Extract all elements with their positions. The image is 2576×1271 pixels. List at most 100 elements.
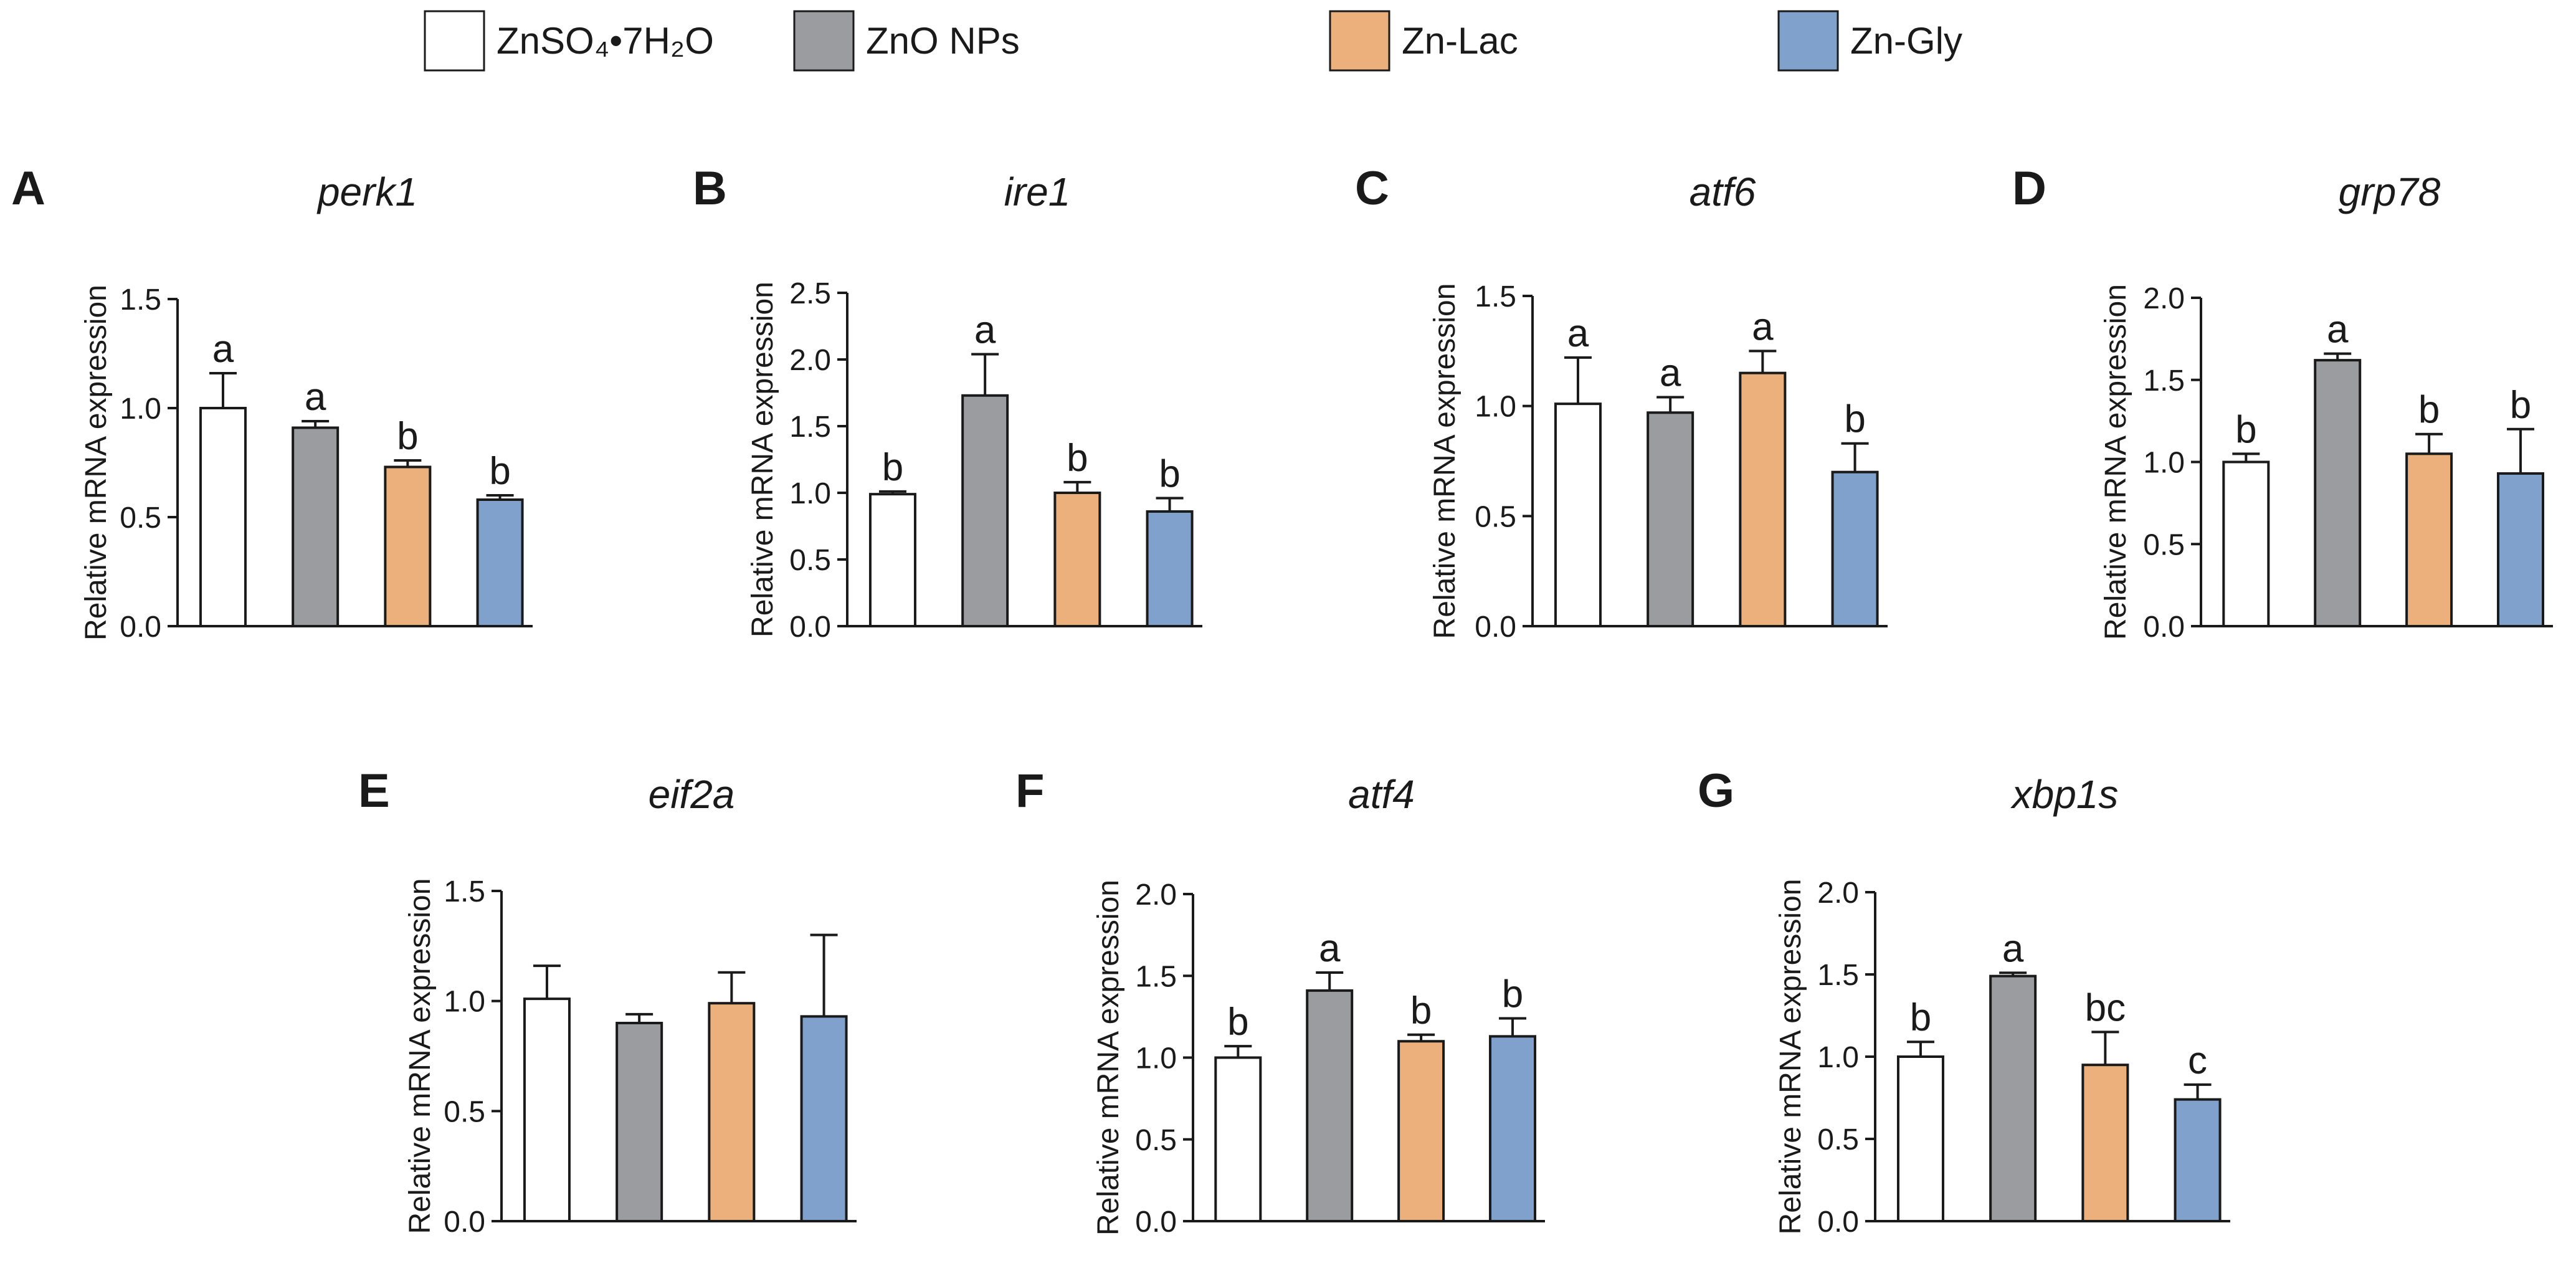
y-tick-label: 1.5	[444, 875, 485, 908]
significance-label: a	[305, 376, 326, 419]
chart-title: atf6	[1690, 169, 1756, 214]
y-axis-label: Relative mRNA expression	[1092, 880, 1125, 1235]
significance-label: b	[397, 415, 418, 458]
legend-swatch-1	[425, 11, 484, 70]
bar-3	[709, 1003, 754, 1221]
significance-label: b	[1227, 1001, 1248, 1044]
bar-4	[2498, 474, 2543, 626]
y-tick-label: 2.5	[789, 277, 831, 310]
significance-label: b	[1410, 989, 1432, 1032]
chart-title: xbp1s	[2010, 772, 2119, 817]
significance-label: c	[2188, 1039, 2207, 1082]
y-tick-label: 1.5	[1475, 280, 1516, 313]
y-tick-label: 0.0	[444, 1206, 485, 1239]
y-tick-label: 1.0	[444, 986, 485, 1019]
bar-4	[1833, 472, 1878, 626]
y-tick-label: 0.0	[2143, 611, 2185, 644]
bar-2	[1648, 412, 1693, 626]
legend-swatch-3	[1330, 11, 1389, 70]
significance-label: b	[1910, 996, 1931, 1039]
significance-label: b	[1502, 973, 1523, 1016]
legend-label-2: ZnO NPs	[866, 20, 1020, 62]
chart-title: grp78	[2339, 169, 2441, 214]
y-axis-label: Relative mRNA expression	[2099, 284, 2132, 640]
bar-3	[1740, 373, 1785, 626]
panel-letter-c: C	[1355, 162, 1389, 215]
bar-2	[617, 1023, 662, 1221]
legend-label-3: Zn-Lac	[1402, 20, 1518, 62]
bar-3	[2083, 1065, 2127, 1221]
bar-3	[385, 467, 430, 627]
y-tick-label: 0.0	[1817, 1206, 1859, 1239]
y-tick-label: 0.5	[789, 544, 831, 577]
bar-3	[1399, 1041, 1443, 1221]
bar-4	[1148, 512, 1192, 626]
significance-label: a	[1319, 927, 1341, 970]
bar-4	[1490, 1036, 1535, 1221]
bar-4	[478, 500, 523, 626]
y-tick-label: 0.0	[1475, 611, 1516, 644]
significance-label: b	[882, 446, 903, 489]
figure-canvas: ZnSO₄•7H₂O ZnO NPs Zn-Lac Zn-Gly Aperk1Rela…	[0, 0, 2576, 1271]
y-tick-label: 0.0	[120, 611, 161, 644]
legend-label-1: ZnSO₄•7H₂O	[497, 20, 714, 62]
y-tick-label: 0.5	[1475, 500, 1516, 533]
significance-label: b	[2418, 389, 2440, 432]
legend-swatch-2	[794, 11, 853, 70]
legend: ZnSO₄•7H₂O ZnO NPs Zn-Lac Zn-Gly	[425, 11, 1962, 70]
bar-1	[1215, 1058, 1260, 1222]
bar-1	[2223, 462, 2268, 627]
bar-2	[293, 428, 338, 627]
panel-letter-d: D	[2012, 162, 2046, 215]
y-tick-label: 1.5	[120, 283, 161, 317]
panel-letter-f: F	[1015, 764, 1044, 817]
y-axis-label: Relative mRNA expression	[1774, 879, 1807, 1235]
chart-title: perk1	[316, 169, 417, 214]
y-tick-label: 0.0	[1135, 1206, 1177, 1239]
y-axis-label: Relative mRNA expression	[404, 878, 437, 1234]
panel-letter-g: G	[1698, 764, 1734, 817]
panel-letter-b: B	[693, 162, 727, 215]
significance-label: bc	[2085, 986, 2126, 1029]
y-tick-label: 1.5	[2143, 364, 2185, 397]
significance-label: b	[2235, 408, 2256, 451]
y-tick-label: 1.0	[1135, 1042, 1177, 1075]
bar-1	[1556, 404, 1600, 626]
significance-label: b	[1159, 453, 1180, 496]
bar-1	[870, 494, 915, 626]
y-tick-label: 0.5	[444, 1095, 485, 1128]
y-tick-label: 1.0	[120, 393, 161, 426]
y-tick-label: 0.0	[789, 611, 831, 644]
bar-2	[962, 396, 1007, 626]
legend-swatch-4	[1779, 11, 1838, 70]
y-tick-label: 0.5	[120, 502, 161, 535]
bar-4	[802, 1016, 847, 1221]
significance-label: a	[1752, 305, 1774, 348]
significance-label: a	[1567, 312, 1589, 355]
significance-label: a	[212, 328, 234, 371]
y-axis-label: Relative mRNA expression	[1428, 283, 1461, 639]
significance-label: a	[2327, 308, 2349, 351]
bar-1	[525, 999, 569, 1221]
significance-label: b	[1844, 398, 1865, 441]
significance-label: a	[1660, 352, 1681, 395]
panel-letter-e: E	[358, 764, 390, 817]
bar-2	[1990, 976, 2035, 1221]
y-tick-label: 2.0	[789, 344, 831, 377]
significance-label: a	[2002, 927, 2024, 970]
chart-title: atf4	[1348, 772, 1415, 817]
bar-3	[1055, 493, 1100, 626]
y-tick-label: 2.0	[1817, 877, 1859, 910]
y-tick-label: 1.0	[2143, 447, 2185, 480]
chart-title: ire1	[1004, 169, 1071, 214]
y-tick-label: 0.5	[1817, 1123, 1859, 1156]
y-tick-label: 1.0	[1817, 1041, 1859, 1074]
significance-label: b	[2510, 384, 2531, 427]
y-tick-label: 1.0	[789, 477, 831, 510]
bar-4	[2175, 1100, 2220, 1221]
